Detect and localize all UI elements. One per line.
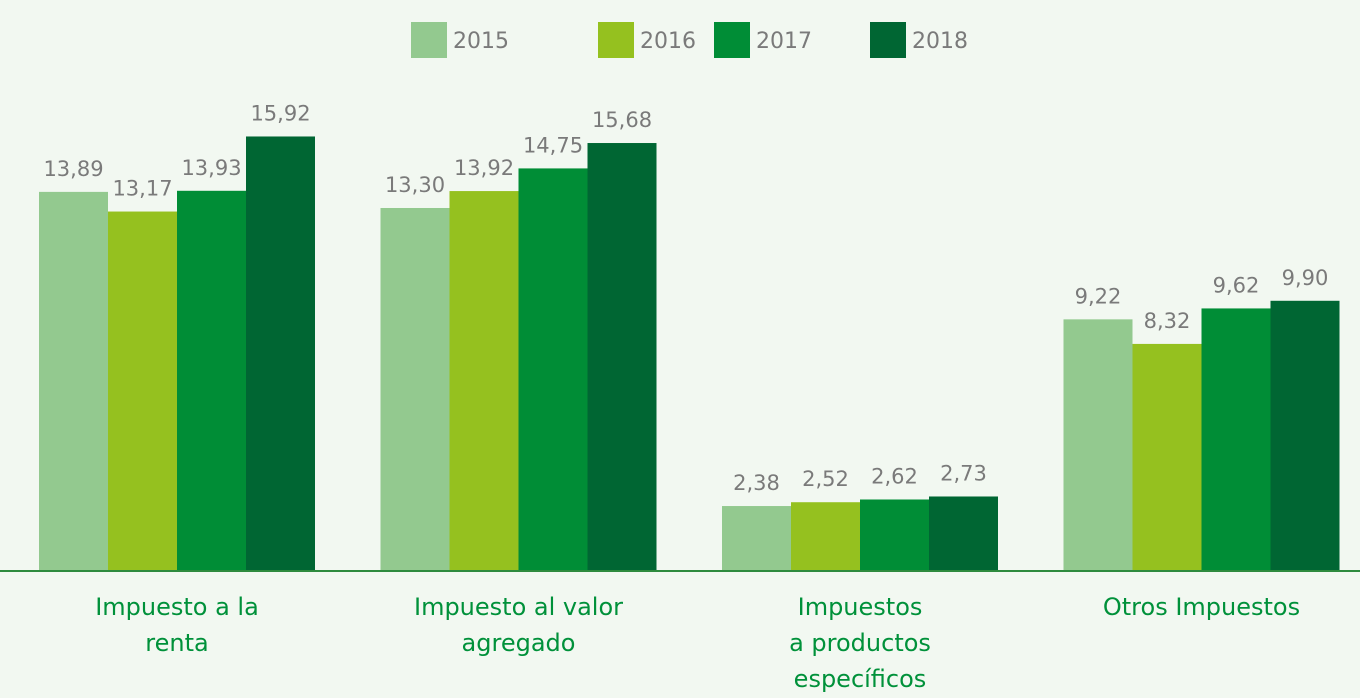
x-tick-label: Impuesto al valor agregado xyxy=(414,593,623,657)
bar xyxy=(1270,300,1340,571)
bar xyxy=(1063,319,1133,571)
data-label: 2,52 xyxy=(802,467,849,491)
x-tick-label-line: a productos xyxy=(789,629,931,657)
data-label: 2,73 xyxy=(940,461,987,485)
bar xyxy=(518,168,588,572)
bar xyxy=(929,496,998,571)
x-tick-label: Impuestos a productos específicos xyxy=(789,593,931,693)
bar xyxy=(1132,343,1202,571)
x-tick-label-line: agregado xyxy=(462,629,576,657)
legend-swatch xyxy=(870,22,906,58)
bar xyxy=(380,207,450,572)
data-label: 13,17 xyxy=(112,177,172,201)
data-label: 14,75 xyxy=(523,133,583,157)
x-tick-label-line: específicos xyxy=(794,665,927,693)
data-label: 9,90 xyxy=(1282,266,1329,290)
data-label: 13,93 xyxy=(181,156,241,180)
legend-swatch xyxy=(598,22,634,58)
legend-label: 2015 xyxy=(453,29,509,54)
bar xyxy=(177,190,246,571)
x-tick-label-line: Impuestos xyxy=(798,593,923,621)
bar xyxy=(1201,308,1271,571)
bar xyxy=(108,211,177,571)
data-label: 2,62 xyxy=(871,464,918,488)
x-tick-label-line: Impuesto a la xyxy=(95,593,259,621)
data-label: 13,92 xyxy=(454,156,514,180)
legend-swatch xyxy=(411,22,447,58)
data-label: 9,62 xyxy=(1213,273,1260,297)
bar xyxy=(449,191,519,571)
data-label: 15,68 xyxy=(592,108,652,132)
x-tick-label: Impuesto a la renta xyxy=(95,593,259,657)
bar xyxy=(587,143,657,571)
bar xyxy=(791,502,860,571)
data-label: 8,32 xyxy=(1144,309,1191,333)
data-label: 15,92 xyxy=(250,101,310,125)
bar xyxy=(246,136,315,571)
legend-swatch xyxy=(714,22,750,58)
legend-label: 2018 xyxy=(912,29,968,54)
data-label: 9,22 xyxy=(1075,284,1122,308)
x-tick-label-line: Otros Impuestos xyxy=(1103,593,1300,621)
legend-label: 2016 xyxy=(640,29,696,54)
data-label: 2,38 xyxy=(733,471,780,495)
x-tick-label-line: renta xyxy=(145,629,208,657)
bar xyxy=(39,191,108,571)
bar xyxy=(722,506,791,571)
x-tick-label-line: Impuesto al valor xyxy=(414,593,623,621)
x-tick-label: Otros Impuestos xyxy=(1103,593,1300,621)
data-label: 13,89 xyxy=(43,157,103,181)
legend-label: 2017 xyxy=(756,29,812,54)
bar xyxy=(860,499,929,571)
data-label: 13,30 xyxy=(385,173,445,197)
